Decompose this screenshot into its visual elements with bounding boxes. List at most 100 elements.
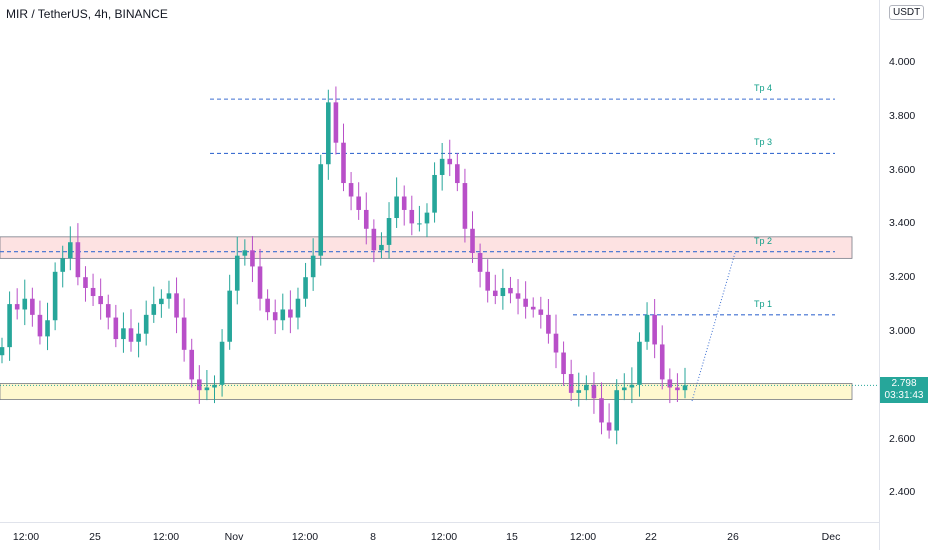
candle-body (333, 102, 339, 143)
candle-body (265, 298, 270, 313)
price-tick-label: 3.400 (889, 217, 916, 230)
candle-body (45, 320, 50, 337)
candle-body (121, 328, 126, 340)
time-tick-label: Dec (821, 531, 841, 543)
candle-body (553, 333, 559, 353)
time-tick-label: 26 (727, 531, 739, 543)
candle-body (659, 344, 665, 380)
candle-body (204, 387, 210, 391)
candle-body (90, 287, 96, 297)
candle-body (348, 183, 354, 197)
candle-body (371, 228, 377, 251)
candle-body (363, 209, 369, 229)
candle-body (227, 290, 232, 342)
time-tick-label: 12:00 (12, 531, 40, 543)
candle-body (303, 277, 308, 299)
candle-body (637, 341, 642, 385)
candle-body (280, 309, 286, 321)
candle-body (455, 164, 460, 184)
candle-body (166, 293, 172, 299)
candle-body (341, 142, 346, 184)
target-label: Tp 3 (753, 137, 773, 148)
candle-body (181, 317, 187, 350)
candle-body (159, 298, 164, 305)
candle-body (485, 271, 490, 291)
candle-body (113, 317, 119, 340)
candle-body (105, 304, 111, 318)
candle-body (318, 164, 324, 256)
candle-body (386, 218, 392, 245)
time-tick-label: 12:00 (430, 531, 458, 543)
candle-body (98, 296, 103, 305)
current-price-value: 2.798 (891, 378, 917, 389)
candle-body (546, 314, 551, 334)
resistance-zone[interactable] (0, 236, 853, 259)
candle-countdown: 03:31:43 (884, 390, 924, 401)
candle-body (288, 309, 293, 318)
price-tick-label: 3.200 (889, 271, 916, 284)
candle-body (22, 298, 28, 310)
time-tick-label: 15 (506, 531, 518, 543)
candle-body (644, 314, 650, 342)
candle-body (652, 314, 657, 345)
candle-body (60, 258, 66, 272)
projection-path[interactable] (691, 252, 736, 402)
candle-body (37, 314, 43, 337)
candle-body (538, 309, 544, 315)
candle-body (379, 244, 384, 251)
candle-body (568, 374, 574, 393)
candle-body (530, 306, 536, 310)
candle-body (447, 158, 453, 165)
candle-body (234, 255, 240, 291)
candle-body (629, 384, 635, 388)
candle-body (470, 228, 475, 253)
target-label: Tp 2 (753, 235, 773, 246)
candle-body (675, 387, 680, 391)
time-tick-label: Nov (224, 531, 244, 543)
candle-body (432, 174, 437, 213)
candle-body (599, 398, 604, 423)
candle-body (257, 266, 263, 299)
candle-body (591, 384, 597, 399)
candle-body (14, 304, 20, 310)
candle-body (515, 293, 521, 299)
price-tick-label: 4.000 (889, 56, 916, 68)
candle-body (409, 209, 415, 224)
candle-body (356, 196, 361, 210)
candle-body (500, 287, 506, 297)
time-tick-label: 25 (89, 531, 101, 543)
candle-body (667, 379, 673, 388)
candle-body (136, 333, 141, 342)
price-tick-label: 3.600 (889, 163, 916, 176)
price-tick-label: 2.600 (889, 432, 916, 445)
time-tick-label: 12:00 (152, 531, 180, 543)
price-tick-label: 2.400 (889, 486, 916, 499)
support-zone[interactable] (0, 383, 853, 400)
candle-body (7, 304, 12, 348)
candle-body (295, 298, 301, 318)
target-label: Tp 4 (753, 83, 773, 94)
candle-body (151, 304, 157, 315)
candle-body (310, 255, 316, 278)
candle-body (492, 290, 498, 297)
time-tick-label: 8 (370, 531, 376, 543)
candle-body (219, 341, 225, 385)
candle-body (30, 298, 35, 315)
candle-body (561, 352, 566, 375)
candle-body (250, 250, 255, 267)
price-tick-label: 3.000 (889, 325, 916, 337)
candle-body (462, 183, 468, 229)
time-tick-label: 12:00 (569, 531, 597, 543)
chart-title: MIR / TetherUS, 4h, BINANCE (6, 7, 168, 21)
candle-body (621, 387, 627, 391)
candle-body (477, 252, 483, 272)
time-tick-label: 12:00 (291, 531, 319, 543)
candle-body (128, 328, 134, 342)
candle-body (508, 287, 513, 294)
currency-badge[interactable]: USDT (889, 5, 925, 20)
candle-body (326, 102, 331, 165)
candle-body (614, 390, 619, 431)
candle-body (401, 196, 407, 210)
